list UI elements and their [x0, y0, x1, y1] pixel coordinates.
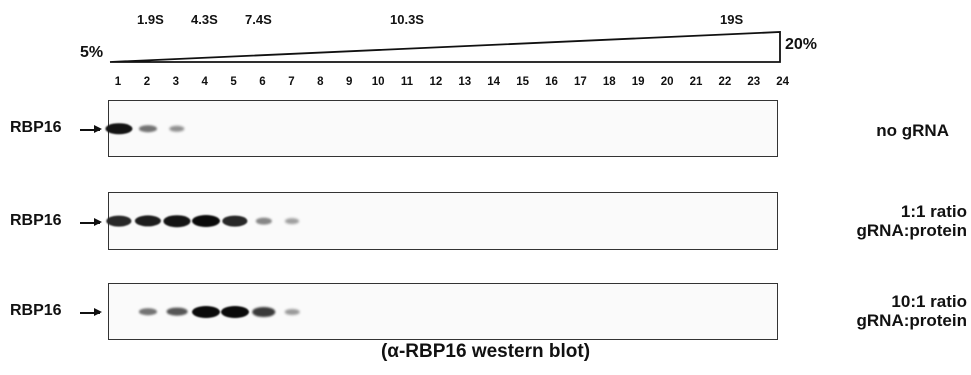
blot-band: [220, 305, 249, 318]
fraction-number: 3: [172, 76, 179, 88]
fraction-number: 4: [201, 76, 208, 88]
fraction-number: 21: [689, 76, 703, 88]
row-label-10-1-ratio: RBP16: [10, 302, 62, 319]
fraction-number: 8: [317, 76, 324, 88]
blot-band: [105, 122, 133, 135]
blot-band: [255, 217, 272, 225]
fraction-number: 16: [545, 76, 558, 88]
fraction-number: 24: [776, 76, 790, 88]
blot-panel-10-1-ratio: [108, 283, 778, 340]
sed-marker-19s: 19S: [720, 12, 744, 27]
fraction-number: 14: [487, 76, 501, 88]
blot-band: [138, 307, 157, 316]
row-label-1-1-ratio: RBP16: [10, 212, 62, 229]
row-arrow-10-1-ratio: [80, 309, 102, 315]
fraction-number: 10: [371, 76, 385, 88]
condition-line: 1:1 ratio: [900, 202, 967, 221]
fraction-number: 20: [660, 76, 674, 88]
sed-marker-1-9s: 1.9S: [137, 12, 164, 27]
row-label-no-grna: RBP16: [10, 119, 62, 136]
blot-panel-1-1-ratio: [106, 192, 778, 250]
fraction-number: 18: [602, 76, 616, 88]
blot-band: [106, 215, 132, 227]
blot-panel-no-grna: [105, 100, 778, 157]
condition-line: gRNA:protein: [856, 221, 967, 240]
blot-band: [138, 124, 157, 133]
fraction-number: 13: [458, 76, 472, 88]
row-arrow-no-grna: [80, 126, 102, 132]
figure-caption: (α-RBP16 western blot): [380, 341, 591, 362]
fraction-number: 6: [259, 76, 266, 88]
sed-marker-7-4s: 7.4S: [245, 12, 272, 27]
blot-band: [134, 215, 161, 227]
fraction-number: 9: [345, 76, 353, 88]
fraction-number: 23: [747, 76, 761, 88]
blot-band: [163, 215, 191, 227]
sed-marker-4-3s: 4.3S: [191, 12, 218, 27]
blot-band: [285, 308, 300, 315]
blot-band: [166, 307, 188, 316]
fraction-number: 12: [429, 76, 443, 88]
fraction-number: 15: [516, 76, 529, 88]
fraction-number: 11: [400, 76, 414, 88]
blot-band: [169, 125, 185, 132]
blot-band: [251, 306, 276, 317]
fraction-number: 7: [288, 76, 295, 88]
fraction-number: 17: [573, 76, 587, 88]
blot-band: [221, 215, 248, 227]
condition-1-1-ratio: 1:1 ratio gRNA:protein: [857, 202, 967, 240]
blot-band: [191, 215, 220, 227]
fraction-number: 1: [114, 76, 122, 88]
condition-line: 10:1 ratio: [891, 292, 967, 311]
fraction-number: 22: [718, 76, 732, 88]
gradient-start-label: 5%: [80, 44, 104, 61]
sed-marker-10-3s: 10.3S: [390, 12, 424, 27]
condition-line: no gRNA: [876, 121, 949, 140]
condition-10-1-ratio: 10:1 ratio gRNA:protein: [857, 292, 967, 330]
gradient-wedge: [109, 31, 781, 63]
blot-band: [191, 305, 220, 318]
gradient-end-label: 20%: [785, 36, 818, 53]
fraction-number: 5: [230, 76, 237, 88]
condition-no-grna: no gRNA: [876, 121, 949, 140]
fraction-number: 19: [631, 76, 645, 88]
condition-line: gRNA:protein: [856, 311, 967, 330]
row-arrow-1-1-ratio: [80, 219, 102, 225]
fraction-number: 2: [143, 76, 151, 88]
blot-band: [285, 218, 300, 224]
